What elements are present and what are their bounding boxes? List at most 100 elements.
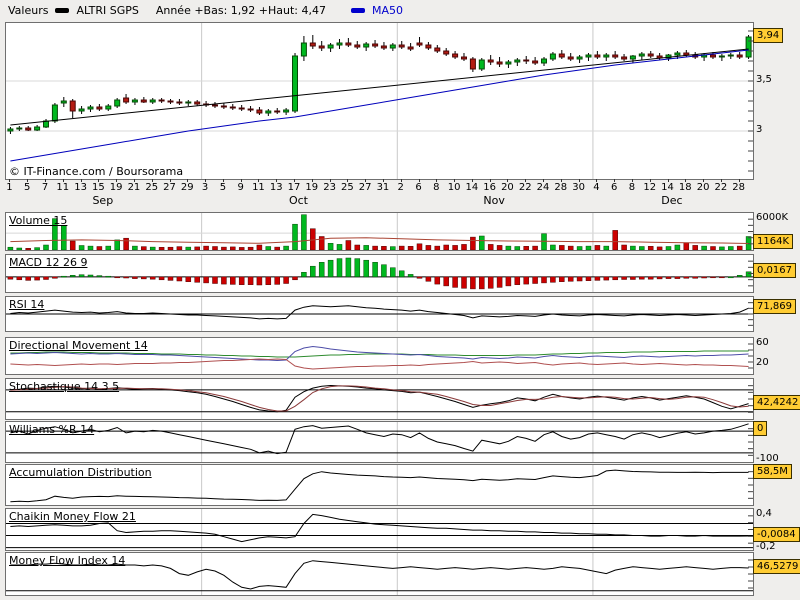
- date-tick-mark: [276, 179, 278, 182]
- date-tick-label: 17: [287, 182, 301, 193]
- volume-bar: [407, 246, 414, 250]
- date-tick-mark: [543, 179, 545, 182]
- macd-bar: [96, 275, 103, 278]
- indicator-title-mfi[interactable]: Money Flow Index 14: [9, 554, 126, 567]
- macd-bar: [612, 276, 618, 281]
- macd-bar: [398, 270, 405, 278]
- date-tick-mark: [507, 179, 509, 182]
- candle: [745, 36, 752, 58]
- date-tick-label: 20: [501, 182, 514, 193]
- date-tick-mark: [685, 179, 687, 182]
- volume-bar: [514, 246, 521, 250]
- volume-bar: [434, 245, 441, 250]
- indicator-title-rsi[interactable]: RSI 14: [9, 298, 45, 311]
- macd-bar: [434, 276, 441, 285]
- macd-bar: [594, 276, 601, 281]
- legend-valeurs-label: Valeurs: [8, 4, 49, 17]
- volume-bar: [416, 243, 423, 250]
- macd-bar: [194, 276, 200, 283]
- volume-bar: [301, 214, 307, 250]
- macd-bar: [61, 275, 67, 278]
- legend: Valeurs ALTRI SGPS Année +Bas: 1,92 +Hau…: [8, 4, 403, 17]
- macd-bar: [701, 276, 707, 279]
- candle: [407, 46, 414, 50]
- volume-bar: [425, 245, 432, 250]
- macd-bar: [52, 276, 58, 279]
- macd-bar: [310, 265, 316, 278]
- stoch-chart[interactable]: [6, 379, 753, 419]
- indicator-title-macd[interactable]: MACD 12 26 9: [9, 256, 88, 269]
- indicator-title-williams[interactable]: Williams %R 14: [9, 423, 95, 436]
- candle: [443, 50, 450, 55]
- candle: [629, 55, 636, 60]
- volume-bar: [505, 245, 512, 250]
- macd-bar: [34, 276, 40, 281]
- range-label: Année +Bas: 1,92 +Haut: 4,47: [155, 4, 326, 17]
- main-chart[interactable]: [6, 23, 753, 179]
- date-tick-mark: [294, 179, 296, 182]
- stoch-panel: Stochastique 14 3 5: [5, 378, 754, 420]
- macd-bar: [390, 267, 396, 278]
- date-tick-mark: [454, 179, 456, 182]
- candle: [345, 42, 352, 46]
- macd-bar: [514, 276, 521, 285]
- indicator-title-dm[interactable]: Directional Movement 14: [9, 339, 148, 352]
- chaikin-chart[interactable]: [6, 509, 753, 550]
- main-panel: © IT-Finance.com / Boursorama: [5, 22, 754, 180]
- volume-bar: [621, 244, 627, 250]
- indicator-title-accdist[interactable]: Accumulation Distribution: [9, 466, 152, 479]
- month-label: Oct: [288, 194, 308, 207]
- candle: [274, 110, 281, 113]
- volume-chart[interactable]: [6, 213, 753, 250]
- candle: [710, 54, 716, 58]
- volume-bar: [185, 246, 192, 250]
- candle: [532, 60, 539, 64]
- macd-panel: MACD 12 26 9: [5, 254, 754, 293]
- date-tick-label: 5: [219, 182, 227, 193]
- date-tick-mark: [9, 179, 11, 182]
- candle: [60, 100, 67, 104]
- indicator-title-stoch[interactable]: Stochastique 14 3 5: [9, 380, 120, 393]
- macd-bar: [105, 275, 112, 278]
- volume-bar: [194, 246, 200, 250]
- month-label: Sep: [92, 194, 114, 207]
- volume-bar: [318, 236, 325, 250]
- candle: [594, 54, 601, 58]
- volume-bar: [728, 246, 734, 250]
- date-tick-label: 29: [180, 182, 194, 193]
- ma50-label: MA50: [371, 4, 403, 17]
- date-tick-label: 27: [358, 182, 372, 193]
- volume-bar: [96, 246, 103, 250]
- series-name: ALTRI SGPS: [76, 4, 139, 17]
- date-tick-label: 19: [109, 182, 123, 193]
- macd-bar: [283, 276, 289, 284]
- candle: [256, 109, 263, 114]
- williams-chart[interactable]: [6, 422, 753, 462]
- macd-bar: [496, 276, 503, 288]
- macd-bar: [479, 276, 485, 290]
- macd-chart[interactable]: [6, 255, 753, 292]
- rsi-chart[interactable]: [6, 297, 753, 331]
- date-tick-label: 20: [696, 182, 710, 193]
- accdist-chart[interactable]: [6, 465, 753, 505]
- volume-bar: [532, 245, 538, 250]
- macd-bar: [292, 276, 298, 281]
- date-tick-mark: [151, 179, 153, 182]
- date-tick-label: 28: [732, 182, 746, 193]
- date-tick-label: 9: [237, 182, 244, 193]
- williams-line: [10, 423, 749, 455]
- axis-label-volume: 6000K: [756, 212, 789, 223]
- macd-bar: [185, 276, 192, 282]
- mfi-chart[interactable]: [6, 553, 753, 595]
- dm-chart[interactable]: [6, 338, 753, 374]
- date-tick-label: 8: [628, 182, 636, 193]
- indicator-title-chaikin[interactable]: Chaikin Money Flow 21: [9, 510, 136, 523]
- indicator-title-volume[interactable]: Volume 15: [9, 214, 68, 227]
- macd-bar: [621, 276, 627, 280]
- date-tick-label: 5: [24, 182, 31, 193]
- candle: [123, 97, 130, 103]
- date-tick-mark: [703, 179, 705, 182]
- candle: [398, 44, 405, 48]
- date-tick-label: 8: [433, 182, 440, 193]
- month-label: Nov: [483, 194, 505, 207]
